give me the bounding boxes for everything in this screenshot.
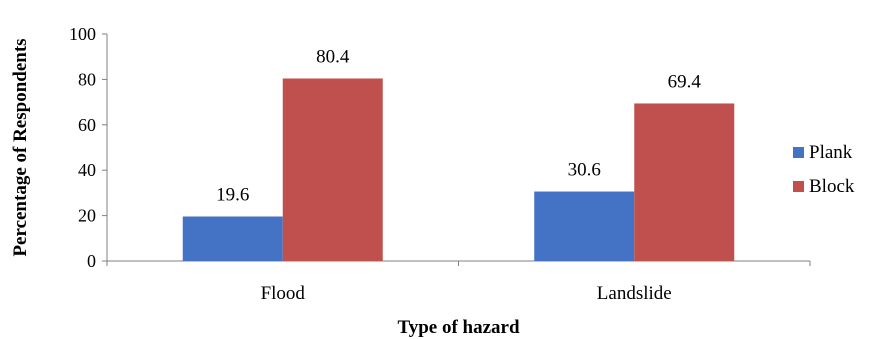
x-tick-label: Flood [261,283,306,304]
plot-area: 0 20 40 60 80 100 19.6 80.4 Flood 30.6 69.4 Landsli… [69,24,811,304]
y-tick-label: 0 [87,251,96,271]
y-tick-label: 40 [78,160,96,180]
y-tick-label: 100 [69,24,96,44]
legend-swatch-block [793,181,804,192]
x-axis-title: Type of hazard [397,317,520,338]
legend-swatch-plank [793,147,804,158]
legend: Plank Block [793,142,855,197]
y-axis-title: Percentage of Respondents [10,38,31,256]
legend-label: Block [809,176,855,197]
data-label: 19.6 [216,185,249,206]
bar-block-flood [282,78,383,261]
y-tick-label: 60 [78,115,96,135]
bar-plank-flood [182,216,283,261]
bar-block-landslide [634,103,735,261]
y-tick-label: 20 [78,206,96,226]
legend-label: Plank [809,142,853,163]
bar-plank-landslide [534,191,635,261]
data-label: 30.6 [568,160,601,181]
data-label: 80.4 [316,46,350,67]
y-tick-label: 80 [78,69,96,89]
x-tick-label: Landslide [597,283,672,304]
data-label: 69.4 [668,71,702,92]
